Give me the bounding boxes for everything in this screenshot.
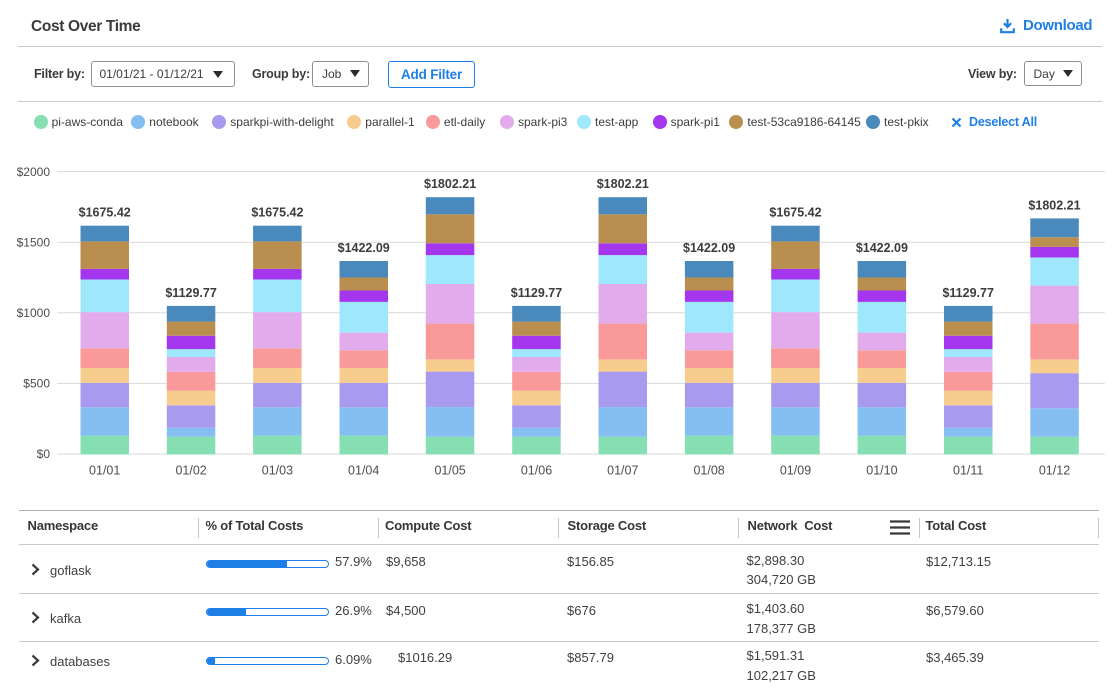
svg-text:01/12: 01/12 xyxy=(1039,464,1070,478)
svg-text:$1129.77: $1129.77 xyxy=(511,286,562,300)
svg-text:$1000: $1000 xyxy=(17,306,51,320)
svg-text:$1802.21: $1802.21 xyxy=(1028,198,1080,212)
svg-text:01/07: 01/07 xyxy=(607,464,638,478)
svg-text:01/05: 01/05 xyxy=(434,464,465,478)
svg-text:$1802.21: $1802.21 xyxy=(424,177,476,191)
svg-text:01/01: 01/01 xyxy=(89,464,120,478)
svg-text:01/09: 01/09 xyxy=(780,464,811,478)
svg-text:$1500: $1500 xyxy=(17,235,51,249)
svg-text:$1802.21: $1802.21 xyxy=(597,177,649,191)
svg-text:$1675.42: $1675.42 xyxy=(251,206,303,220)
svg-text:$1675.42: $1675.42 xyxy=(769,206,821,220)
svg-text:$1422.09: $1422.09 xyxy=(338,241,390,255)
svg-text:$1422.09: $1422.09 xyxy=(683,241,735,255)
svg-text:01/10: 01/10 xyxy=(866,464,897,478)
svg-text:01/02: 01/02 xyxy=(175,464,206,478)
svg-text:01/03: 01/03 xyxy=(262,464,293,478)
svg-text:01/06: 01/06 xyxy=(521,464,552,478)
svg-text:$1129.77: $1129.77 xyxy=(165,286,216,300)
svg-text:$0: $0 xyxy=(37,447,51,461)
svg-text:$500: $500 xyxy=(23,377,50,391)
svg-text:01/08: 01/08 xyxy=(693,464,724,478)
svg-text:$1129.77: $1129.77 xyxy=(942,286,993,300)
svg-text:$1675.42: $1675.42 xyxy=(79,206,131,220)
svg-text:01/11: 01/11 xyxy=(953,464,983,478)
svg-text:$1422.09: $1422.09 xyxy=(856,241,908,255)
svg-text:$2000: $2000 xyxy=(17,165,51,179)
svg-text:01/04: 01/04 xyxy=(348,464,379,478)
